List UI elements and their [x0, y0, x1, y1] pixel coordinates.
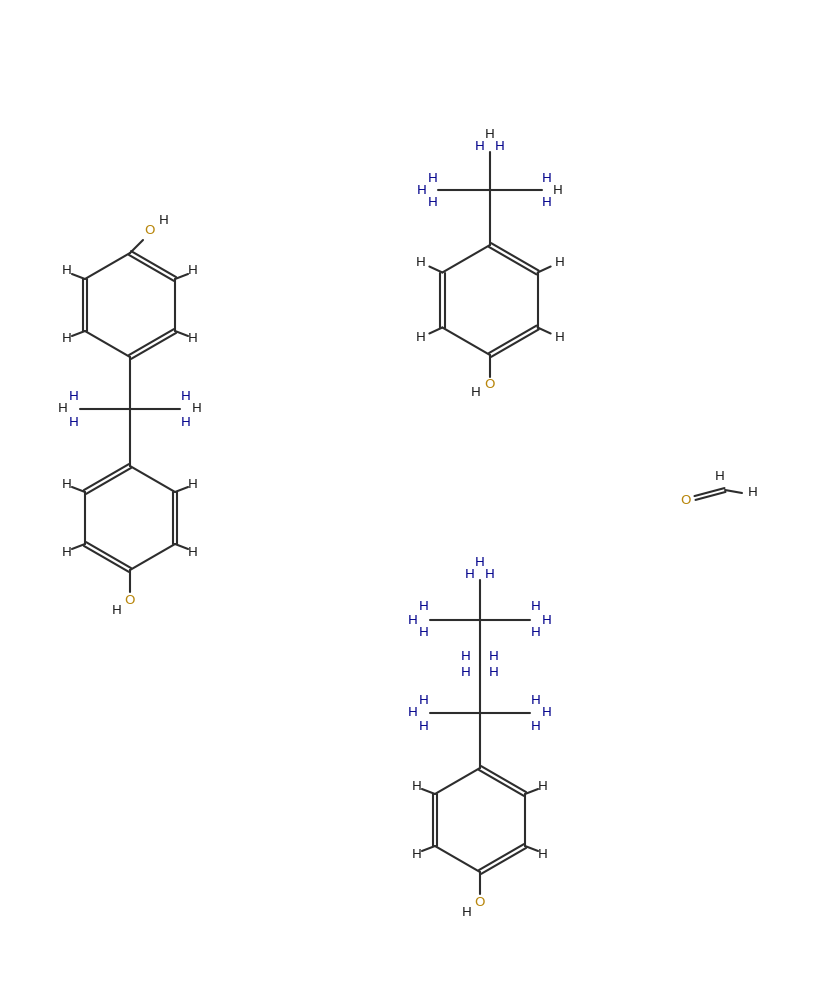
Text: H: H: [461, 667, 471, 680]
Text: H: H: [415, 331, 425, 344]
Text: H: H: [408, 706, 418, 719]
Text: H: H: [188, 265, 198, 278]
Text: H: H: [181, 416, 191, 429]
Text: H: H: [475, 141, 485, 154]
Text: H: H: [62, 546, 72, 558]
Text: H: H: [62, 332, 72, 345]
Text: H: H: [485, 567, 495, 580]
Text: H: H: [542, 706, 552, 719]
Text: H: H: [58, 403, 68, 416]
Text: H: H: [188, 546, 198, 558]
Text: H: H: [489, 651, 499, 664]
Text: H: H: [465, 567, 475, 580]
Text: H: H: [69, 416, 79, 429]
Text: H: H: [192, 403, 202, 416]
Text: H: H: [428, 195, 438, 208]
Text: H: H: [489, 667, 499, 680]
Text: H: H: [159, 214, 169, 227]
Text: H: H: [471, 387, 481, 400]
Text: H: H: [112, 603, 122, 616]
Text: H: H: [412, 780, 422, 793]
Text: H: H: [555, 256, 564, 269]
Text: H: H: [419, 627, 429, 640]
Text: H: H: [419, 600, 429, 613]
Text: H: H: [417, 184, 427, 196]
Text: H: H: [555, 331, 564, 344]
Text: H: H: [188, 477, 198, 490]
Text: H: H: [485, 128, 495, 141]
Text: H: H: [419, 693, 429, 706]
Text: H: H: [531, 693, 541, 706]
Text: H: H: [428, 172, 438, 185]
Text: H: H: [553, 184, 563, 196]
Text: H: H: [495, 141, 505, 154]
Text: H: H: [542, 172, 552, 185]
Text: H: H: [462, 906, 472, 919]
Text: H: H: [62, 265, 72, 278]
Text: H: H: [415, 256, 425, 269]
Text: H: H: [531, 627, 541, 640]
Text: H: H: [538, 847, 548, 860]
Text: H: H: [748, 486, 758, 500]
Text: H: H: [419, 719, 429, 732]
Text: O: O: [681, 493, 691, 507]
Text: H: H: [181, 390, 191, 403]
Text: O: O: [475, 896, 485, 909]
Text: O: O: [124, 593, 135, 606]
Text: H: H: [69, 390, 79, 403]
Text: H: H: [542, 195, 552, 208]
Text: H: H: [715, 469, 725, 482]
Text: H: H: [542, 613, 552, 627]
Text: H: H: [461, 651, 471, 664]
Text: H: H: [538, 780, 548, 793]
Text: H: H: [408, 613, 418, 627]
Text: H: H: [531, 719, 541, 732]
Text: H: H: [412, 847, 422, 860]
Text: H: H: [62, 477, 72, 490]
Text: H: H: [188, 332, 198, 345]
Text: O: O: [485, 379, 495, 392]
Text: H: H: [531, 600, 541, 613]
Text: H: H: [475, 556, 485, 568]
Text: O: O: [145, 224, 155, 237]
